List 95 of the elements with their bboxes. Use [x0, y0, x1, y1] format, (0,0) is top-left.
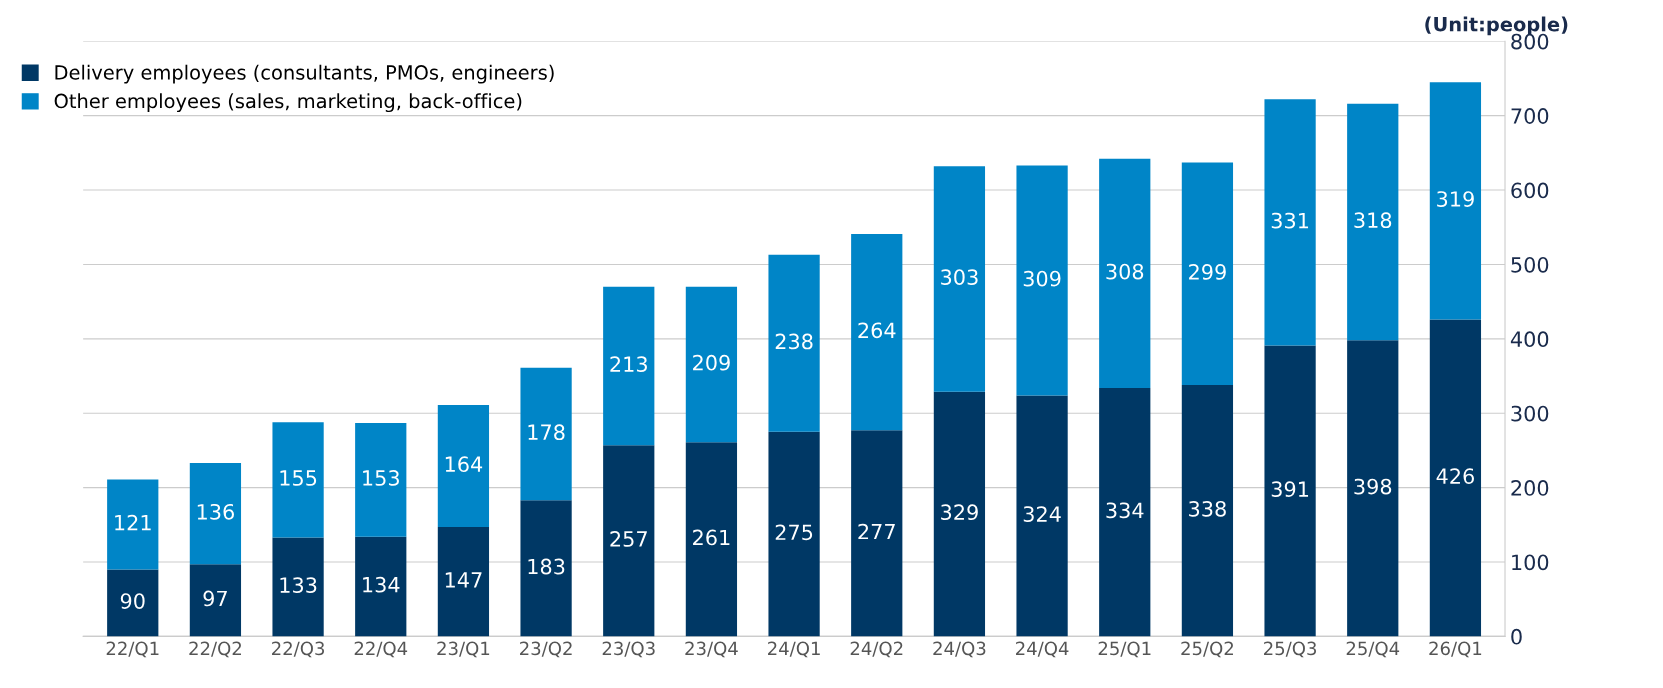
- y-tick-label: 700: [1511, 108, 1549, 124]
- data-label: 178: [528, 424, 565, 441]
- data-label: 308: [1106, 263, 1144, 280]
- x-tick-label: 24/Q4: [1016, 641, 1069, 658]
- data-label: 338: [1189, 500, 1226, 517]
- y-tick-label: 600: [1511, 182, 1549, 199]
- x-tick-label: 25/Q4: [1346, 641, 1400, 658]
- bar: [768, 431, 820, 637]
- data-label: 329: [941, 504, 978, 521]
- data-label: 264: [858, 322, 896, 339]
- data-label: 309: [1023, 270, 1061, 287]
- x-tick-label: 25/Q1: [1098, 641, 1151, 658]
- x-tick-label: 25/Q3: [1264, 641, 1317, 658]
- x-tick-label: 22/Q2: [189, 641, 241, 658]
- bar: [1429, 319, 1482, 637]
- bar: [1264, 99, 1316, 346]
- bar: [1016, 165, 1068, 396]
- bar: [933, 391, 986, 637]
- data-label: 133: [280, 577, 317, 593]
- data-label: 134: [363, 576, 400, 593]
- data-label: 275: [775, 524, 813, 541]
- bar: [1347, 340, 1399, 637]
- data-label: 426: [1436, 468, 1474, 484]
- data-label: 153: [363, 470, 399, 486]
- bar: [1347, 103, 1399, 341]
- data-label: 209: [693, 354, 730, 371]
- data-label: 398: [1354, 478, 1392, 495]
- bar: [1181, 384, 1234, 637]
- data-label: 238: [775, 333, 813, 350]
- data-label: 147: [445, 572, 482, 588]
- bar: [1099, 158, 1151, 388]
- bar: [107, 569, 159, 637]
- bar: [603, 286, 655, 446]
- bar: [851, 430, 903, 637]
- bar: [437, 527, 490, 637]
- data-label: 121: [115, 514, 151, 531]
- x-tick-label: 23/Q3: [602, 641, 655, 658]
- bar: [437, 405, 490, 528]
- bar: [1181, 162, 1234, 385]
- data-label: 334: [1106, 502, 1144, 519]
- x-tick-label: 22/Q3: [272, 641, 325, 658]
- data-label: 213: [610, 356, 647, 373]
- x-tick-label: 23/Q1: [437, 641, 490, 658]
- data-label: 299: [1189, 264, 1226, 280]
- x-tick-label: 24/Q1: [768, 641, 820, 658]
- data-label: 277: [858, 523, 895, 540]
- bar: [520, 500, 572, 637]
- data-label: 164: [445, 456, 483, 473]
- x-tick-label: 22/Q4: [354, 641, 408, 658]
- bar: [933, 166, 986, 392]
- bar: [272, 537, 324, 637]
- data-label: 97: [203, 590, 227, 607]
- x-tick-label: 26/Q1: [1429, 641, 1482, 658]
- bar: [768, 254, 820, 432]
- data-label: 257: [610, 531, 647, 547]
- y-tick-label: 500: [1511, 256, 1549, 273]
- data-label: 319: [1437, 191, 1474, 207]
- bar: [851, 233, 903, 431]
- bar: [189, 463, 242, 565]
- bar: [355, 536, 407, 637]
- y-tick-label: 300: [1511, 405, 1549, 422]
- bar: [272, 422, 324, 538]
- bar: [1099, 387, 1151, 637]
- data-label: 155: [280, 470, 317, 486]
- legend-label: Delivery employees (consultants, PMOs, engineers): [55, 64, 554, 84]
- data-label: 183: [528, 558, 565, 575]
- bar: [1429, 82, 1482, 320]
- data-label: 261: [693, 529, 730, 546]
- bar: [685, 286, 738, 443]
- x-tick-label: 24/Q3: [933, 641, 986, 658]
- bar: [603, 445, 655, 637]
- bar: [1016, 395, 1068, 637]
- y-tick-label: 400: [1510, 331, 1549, 348]
- data-label: 331: [1271, 212, 1309, 229]
- y-tick-label: 200: [1511, 480, 1549, 496]
- x-tick-label: 23/Q2: [520, 641, 572, 658]
- data-label: 303: [941, 269, 978, 285]
- y-tick-label: 100: [1512, 554, 1549, 571]
- x-tick-label: 24/Q2: [850, 641, 903, 658]
- bar: [685, 442, 738, 637]
- x-tick-label: 22/Q1: [106, 641, 159, 658]
- y-tick-label: 0: [1511, 628, 1522, 645]
- data-label: 324: [1023, 506, 1061, 522]
- data-label: 90: [120, 593, 145, 609]
- bar: [520, 367, 572, 501]
- legend-label: Other employees (sales, marketing, back-office): [54, 93, 522, 113]
- bar: [107, 479, 159, 570]
- x-tick-label: 25/Q2: [1181, 641, 1233, 658]
- bar: [189, 564, 242, 637]
- bar: [1264, 345, 1316, 637]
- data-label: 318: [1354, 212, 1392, 229]
- bar: [355, 422, 407, 537]
- x-tick-label: 23/Q4: [685, 641, 738, 658]
- data-label: 391: [1271, 481, 1309, 498]
- data-label: 136: [197, 503, 234, 520]
